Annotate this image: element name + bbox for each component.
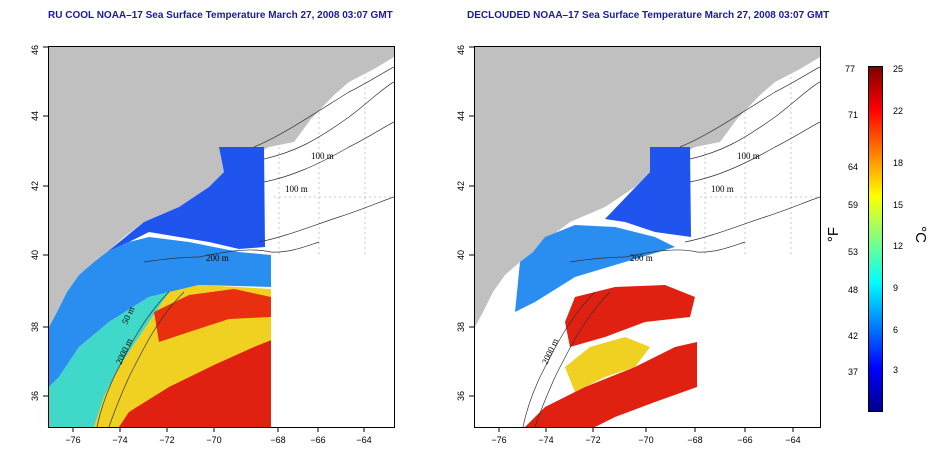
right-x-tick: −70 [638, 435, 653, 445]
left-y-tick: 46 [30, 45, 40, 55]
left-contour-label-200m: 200 m [206, 253, 229, 263]
celsius-unit-label: °C [911, 226, 929, 243]
right-x-tick: −76 [491, 435, 506, 445]
right-contour-label-200m: 200 m [630, 253, 653, 263]
left-x-tick: −66 [310, 435, 325, 445]
right-gulf-stream-core [525, 342, 697, 427]
right-no-data-area [697, 255, 820, 427]
right-x-tick: −64 [785, 435, 800, 445]
right-y-tick: 44 [456, 111, 466, 121]
cb-f-tick: 64 [848, 162, 859, 172]
cb-c-tick: 18 [893, 158, 904, 168]
left-y-tick: 44 [30, 111, 40, 121]
left-contour-label-100m-a: 100 m [311, 151, 334, 161]
cb-f-tick: 77 [845, 64, 856, 74]
right-nearshore-water [515, 225, 675, 312]
cb-c-tick: 12 [893, 241, 904, 251]
left-gulf-stream-core [119, 339, 274, 427]
cb-f-tick: 53 [848, 247, 859, 257]
right-y-tick: 38 [456, 322, 466, 332]
left-map-title: RU COOL NOAA–17 Sea Surface Temperature … [48, 10, 393, 21]
left-y-tick: 42 [30, 181, 40, 191]
left-y-tick: 36 [30, 391, 40, 401]
cb-f-tick: 37 [848, 367, 859, 377]
cb-c-tick: 15 [893, 200, 904, 210]
cb-f-tick: 71 [848, 110, 859, 120]
right-warm-eddy [565, 285, 695, 347]
right-cold-shelf-water [605, 147, 691, 237]
right-contour-label-100m-a: 100 m [737, 151, 760, 161]
right-y-tick: 42 [456, 181, 466, 191]
right-y-tick: 46 [456, 45, 466, 55]
right-x-tick: −72 [585, 435, 600, 445]
right-contour-label-100m-b: 100 m [711, 184, 734, 194]
left-contour-label-100m-b: 100 m [285, 184, 308, 194]
left-x-tick: −74 [112, 435, 127, 445]
left-warm-filament [154, 289, 271, 342]
temperature-colorbar [868, 66, 883, 412]
left-isobaths [96, 66, 394, 427]
right-isobaths [522, 66, 820, 427]
right-x-tick: −68 [687, 435, 702, 445]
cb-c-tick: 22 [893, 106, 904, 116]
right-x-tick: −66 [737, 435, 752, 445]
cb-f-tick: 48 [848, 285, 859, 295]
fahrenheit-unit-label: °F [825, 226, 843, 243]
cb-f-tick: 42 [848, 331, 859, 341]
cb-f-tick: 59 [848, 200, 859, 210]
left-no-data-area [271, 255, 394, 427]
cb-c-tick: 6 [893, 325, 899, 335]
left-x-tick: −70 [206, 435, 221, 445]
right-yellow-water [565, 337, 650, 392]
cb-c-tick: 9 [893, 283, 899, 293]
left-gulf-stream-warm [94, 285, 274, 427]
left-y-tick: 38 [30, 322, 40, 332]
left-nearshore-water [49, 237, 271, 387]
right-contour-label-2000m: 2000 m [540, 337, 561, 366]
left-cold-shelf-water [107, 147, 265, 252]
left-y-tick: 40 [30, 250, 40, 260]
right-sst-map[interactable]: 100 m 100 m 200 m 2000 m [474, 46, 821, 428]
left-x-tick: −68 [270, 435, 285, 445]
right-x-tick: −74 [538, 435, 553, 445]
left-slope-water-cyan [49, 292, 169, 427]
left-x-tick: −72 [159, 435, 174, 445]
cb-c-tick: 3 [893, 365, 899, 375]
left-sst-map[interactable]: 100 m 100 m 200 m 50 m 2000 m [48, 46, 395, 428]
left-land-mass [49, 47, 394, 327]
left-x-tick: −64 [356, 435, 371, 445]
right-y-tick: 36 [456, 391, 466, 401]
right-map-title: DECLOUDED NOAA–17 Sea Surface Temperatur… [467, 10, 830, 21]
right-y-tick: 40 [456, 250, 466, 260]
left-x-tick: −76 [65, 435, 80, 445]
cb-c-tick: 25 [893, 64, 904, 74]
right-land-mass [475, 47, 820, 327]
